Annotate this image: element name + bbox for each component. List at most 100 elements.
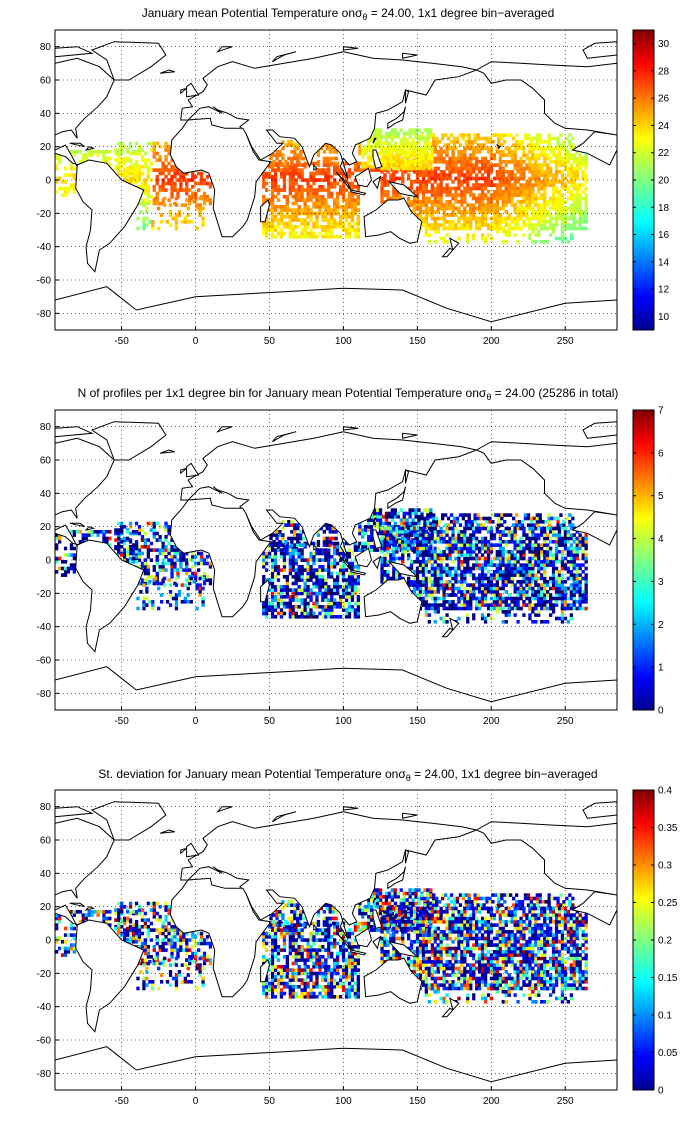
data-bin [427,560,431,564]
data-bin [383,163,387,167]
data-bin [341,575,346,579]
data-bin [510,183,514,187]
data-bin [364,151,368,156]
data-bin [528,540,532,544]
data-bin [430,570,434,574]
data-bin [408,508,412,512]
data-bin [262,565,266,569]
data-bin [123,178,127,182]
data-bin [134,141,139,146]
data-bin [475,196,479,201]
data-bin [475,526,479,531]
data-bin [158,185,162,189]
data-bin [495,580,499,584]
landmass [69,142,85,148]
data-bin [540,180,544,184]
data-bin [480,596,485,601]
data-bin [287,523,291,527]
data-bin [489,203,494,207]
data-bin [507,150,511,154]
data-bin [504,220,508,224]
data-bin [341,198,346,202]
data-bin [429,133,433,137]
data-bin [350,595,355,599]
data-bin [531,563,535,567]
data-bin [455,136,460,141]
data-bin [350,185,355,189]
data-bin [55,546,59,551]
data-bin [401,536,405,541]
data-bin [143,568,147,572]
data-bin [501,173,505,177]
data-bin [584,216,588,221]
data-bin [309,588,313,592]
data-bin [282,601,287,606]
data-bin [498,576,502,581]
data-bin [205,578,210,582]
data-bin [134,160,139,164]
data-bin [424,566,428,571]
data-bin [563,206,568,211]
data-bin [398,526,402,531]
data-bin [291,558,295,562]
data-bin [297,575,301,579]
data-bin [451,223,455,227]
data-bin [525,163,529,167]
data-bin [294,231,298,236]
data-bin [384,515,389,519]
data-bin [401,163,405,167]
data-bin [146,185,150,189]
data-bin [409,186,414,191]
data-bin [288,175,292,179]
data-bin [480,600,485,604]
data-bin [557,160,562,164]
data-bin [333,561,337,566]
data-bin [380,200,384,204]
data-bin [333,221,337,226]
data-bin [123,171,127,176]
data-bin [367,161,371,166]
data-bin [279,205,284,209]
data-bin [170,188,174,192]
data-bin [347,555,352,559]
data-bin [327,188,331,192]
data-bin [381,521,386,526]
data-bin [522,170,526,174]
title-suffix: = 24.00, 1x1 degree bin−averaged [410,767,598,781]
data-bin [551,223,556,227]
data-bin [336,165,340,169]
data-bin [469,206,473,211]
data-bin [161,168,165,172]
data-bin [199,561,204,566]
data-bin [578,166,582,171]
data-bin [180,203,184,207]
data-bin [549,216,553,221]
data-bin [535,136,539,141]
data-bin [492,586,497,591]
data-bin [463,540,467,544]
data-bin [442,240,446,244]
data-bin [517,143,522,147]
data-bin [569,170,573,174]
data-bin [557,586,562,591]
data-bin [501,586,505,591]
data-bin [87,150,91,154]
data-bin [457,200,461,204]
colorbar-tick-label: 14 [658,257,670,268]
data-bin [171,216,176,221]
data-bin [551,573,556,577]
data-bin [401,170,405,174]
data-bin [174,213,179,217]
data-bin [294,551,298,556]
data-bin [543,573,547,577]
data-bin [66,570,71,574]
data-bin [568,143,572,147]
data-bin [336,605,340,609]
data-bin [528,586,532,591]
data-bin [454,573,458,577]
data-bin [424,150,428,154]
data-bin [446,143,451,147]
data-bin [318,568,322,572]
data-bin [58,540,62,544]
data-bin [469,216,473,221]
